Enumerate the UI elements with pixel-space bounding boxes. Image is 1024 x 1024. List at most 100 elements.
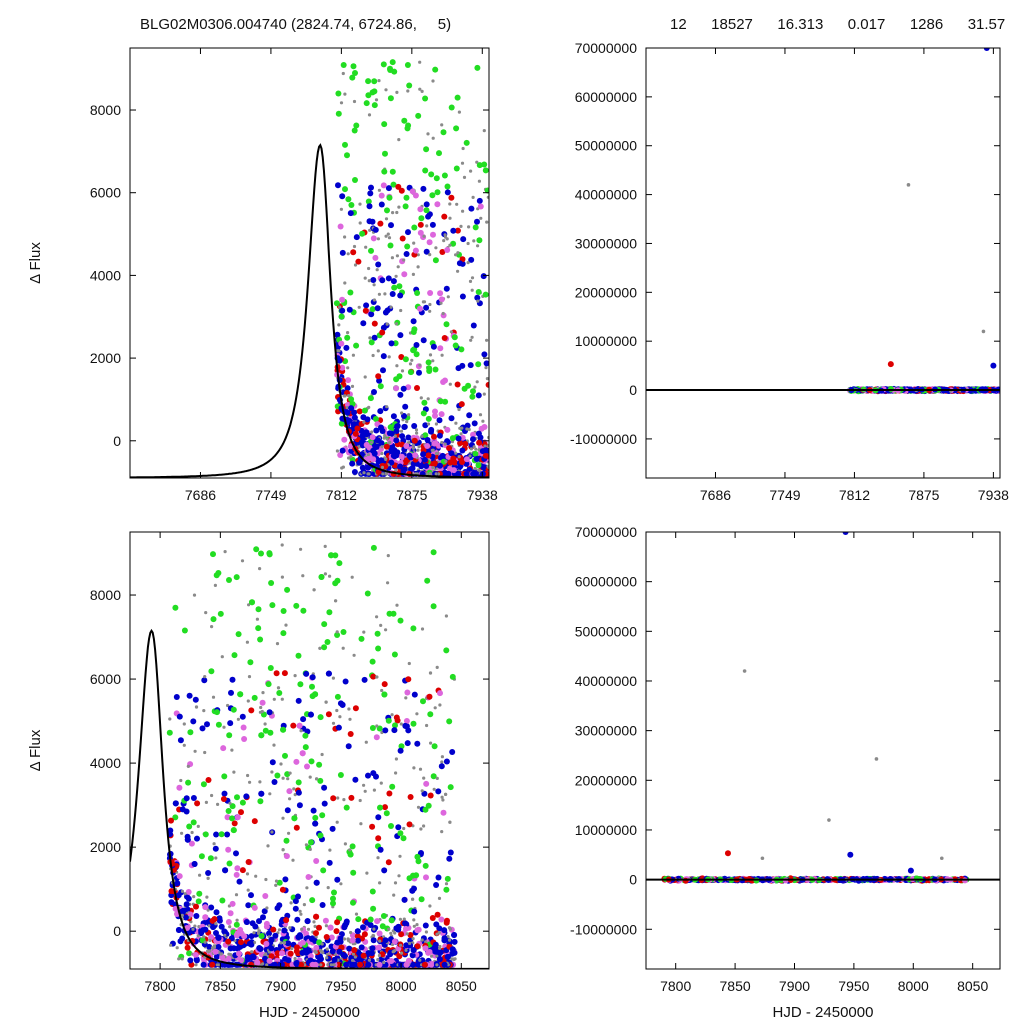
- data-point-blue: [391, 447, 398, 453]
- data-point-violet: [391, 938, 398, 945]
- data-point-blue: [403, 251, 410, 257]
- data-point-blue: [309, 674, 316, 681]
- data-point-grey: [376, 237, 380, 241]
- data-point-green: [379, 923, 386, 930]
- data-point-green: [472, 450, 479, 457]
- data-point-blue: [479, 470, 486, 477]
- data-point-grey: [268, 792, 272, 796]
- data-point-red: [407, 794, 414, 800]
- data-point-blue: [402, 403, 409, 410]
- data-point-blue: [177, 938, 184, 945]
- panel-top-right: -100000000100000002000000030000000400000…: [570, 40, 1009, 503]
- data-point-grey: [299, 547, 303, 551]
- data-point-grey: [408, 362, 413, 366]
- data-point-blue: [221, 928, 228, 935]
- data-point-grey: [351, 952, 355, 956]
- data-point-violet: [423, 780, 430, 787]
- data-point-blue: [425, 213, 432, 220]
- data-point-red: [382, 804, 388, 811]
- data-point-grey: [387, 927, 391, 931]
- data-point-grey: [395, 210, 399, 215]
- data-point-red: [316, 924, 322, 931]
- data-point-violet: [402, 925, 409, 932]
- data-point-blue: [268, 936, 275, 943]
- data-point-green: [482, 167, 489, 174]
- data-point-grey: [353, 263, 358, 267]
- data-point-grey: [394, 274, 398, 278]
- data-point-grey: [428, 309, 432, 313]
- data-point-green: [425, 415, 432, 422]
- data-point-blue: [336, 357, 343, 364]
- data-point-grey: [246, 773, 250, 778]
- data-point-grey: [460, 426, 464, 430]
- data-point-blue: [365, 961, 372, 968]
- data-point-grey: [394, 322, 398, 326]
- data-point-blue: [371, 389, 377, 395]
- data-point-grey: [374, 98, 379, 102]
- data-point-blue: [444, 189, 451, 196]
- data-point-blue: [405, 229, 411, 236]
- data-point-grey: [441, 798, 445, 802]
- data-point-grey: [474, 447, 478, 451]
- data-point-green: [369, 658, 376, 665]
- data-point-green: [350, 899, 356, 906]
- data-point-green: [283, 837, 290, 844]
- data-point-blue: [474, 294, 481, 301]
- data-point-red: [399, 235, 406, 242]
- data-point-blue: [215, 935, 222, 941]
- data-point-violet: [337, 223, 344, 230]
- data-point-red: [313, 930, 319, 937]
- data-point-grey: [446, 295, 450, 299]
- data-point-green: [367, 916, 374, 923]
- data-point-grey: [443, 233, 447, 237]
- data-point-red: [431, 460, 438, 467]
- data-point-grey: [425, 472, 429, 476]
- data-point-red: [274, 950, 281, 957]
- data-point-red: [360, 952, 367, 959]
- data-point-blue: [410, 318, 417, 325]
- outlier-point: [847, 851, 854, 858]
- data-point-red: [351, 947, 358, 954]
- data-point-blue: [252, 923, 259, 930]
- data-point-grey: [293, 674, 297, 678]
- data-point-blue: [393, 428, 400, 434]
- outlier-point: [742, 669, 747, 673]
- data-point-green: [333, 300, 340, 307]
- data-point-green: [321, 644, 328, 651]
- plot-area: [646, 48, 1000, 395]
- data-point-grey: [299, 912, 303, 916]
- data-point-violet: [293, 758, 300, 765]
- data-point-green: [334, 632, 341, 638]
- data-point-grey: [428, 671, 433, 675]
- data-point-green: [302, 744, 309, 751]
- data-point-grey: [478, 413, 483, 417]
- data-point-blue: [250, 953, 256, 960]
- data-point-blue: [408, 466, 414, 473]
- data-point-blue: [470, 322, 477, 329]
- data-point-grey: [347, 456, 351, 460]
- data-point-blue: [328, 943, 335, 950]
- data-point-violet: [202, 904, 209, 911]
- y-tick-label: 0: [113, 923, 121, 939]
- data-point-blue: [351, 409, 358, 416]
- data-point-grey: [196, 934, 200, 938]
- data-point-green: [172, 814, 179, 821]
- data-point-blue: [401, 423, 408, 430]
- data-point-blue: [329, 948, 336, 955]
- data-point-green: [353, 342, 360, 349]
- data-point-red: [354, 425, 361, 432]
- data-point-blue: [233, 850, 239, 857]
- data-point-blue: [200, 961, 207, 968]
- data-point-grey: [449, 330, 453, 334]
- data-point-grey: [454, 253, 458, 257]
- data-point-violet: [296, 722, 303, 729]
- data-point-green: [369, 306, 376, 313]
- data-point-grey: [384, 628, 388, 632]
- data-point-blue: [190, 718, 197, 725]
- data-point-green: [309, 683, 315, 690]
- data-point-green: [198, 853, 205, 860]
- data-point-grey: [418, 87, 422, 91]
- data-point-green: [358, 635, 365, 642]
- data-point-blue: [448, 450, 455, 457]
- y-tick-label: 10000000: [575, 333, 638, 349]
